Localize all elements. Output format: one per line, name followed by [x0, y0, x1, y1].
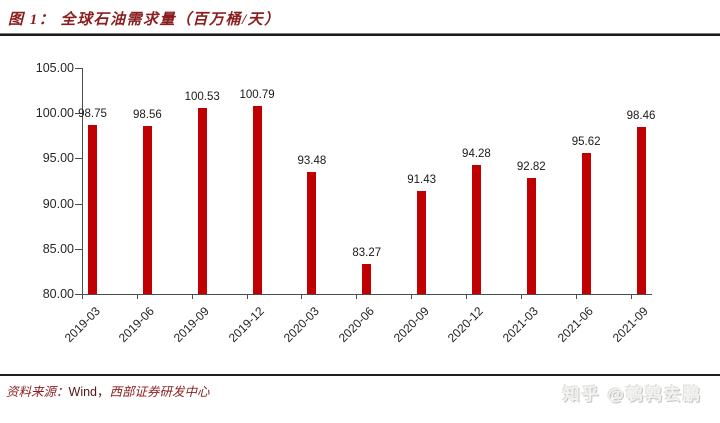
bar-value-label: 92.82 [516, 161, 546, 174]
y-axis-tick-label: 105.00 [35, 61, 74, 75]
y-axis-tick [75, 68, 82, 69]
x-axis-tick [575, 294, 577, 299]
y-axis-tick-label: 100.00 [35, 106, 74, 121]
x-axis-tick [411, 294, 413, 299]
x-axis-tick [136, 294, 138, 299]
bar [636, 127, 646, 294]
bar [197, 108, 207, 294]
y-axis-tick-label: 85.00 [42, 241, 74, 256]
bar-value-label: 91.43 [407, 173, 436, 186]
y-axis-tick [75, 294, 82, 295]
figure-title: 图 1： 全球石油需求量（百万桶/天） [8, 12, 281, 28]
bar-value-label: 98.46 [626, 110, 656, 123]
x-axis-tick [82, 294, 83, 299]
bar [142, 126, 152, 294]
source-label: 资料来源： [6, 385, 69, 399]
y-axis-tick [75, 113, 82, 115]
zhihu-watermark: 知乎 @鹌鹑去鹏 [562, 385, 702, 404]
bar [88, 124, 97, 294]
bar-value-label: 83.27 [352, 247, 382, 260]
x-axis-tick [246, 294, 248, 299]
x-axis-line [82, 294, 652, 295]
x-axis-tick [301, 294, 303, 299]
x-axis-tick [356, 294, 358, 299]
bar [526, 178, 536, 294]
bar-value-label: 98.56 [132, 109, 162, 122]
x-axis-tick [630, 294, 632, 299]
bar [362, 264, 372, 294]
bar [307, 172, 317, 294]
title-divider [0, 33, 720, 36]
bar-value-label: 98.75 [78, 107, 107, 120]
x-axis-tick [520, 294, 522, 299]
bar-value-label: 95.62 [571, 135, 601, 148]
source-text-latin: Wind， [68, 385, 110, 399]
bar [252, 106, 262, 294]
source-text-cn: 西部证券研发中心 [109, 385, 210, 399]
bar [471, 164, 481, 294]
bar-value-label: 100.79 [239, 89, 275, 102]
x-axis-tick [465, 294, 467, 299]
bar [581, 152, 591, 294]
y-axis-tick-label: 95.00 [42, 151, 74, 166]
x-axis-tick [191, 294, 193, 299]
y-axis-tick [75, 248, 82, 250]
y-axis-line [82, 68, 83, 294]
y-axis-tick-label: 90.00 [42, 196, 74, 211]
y-axis-tick [75, 158, 82, 160]
bar [417, 190, 427, 294]
y-axis-tick [75, 203, 82, 205]
bar-value-label: 94.28 [462, 147, 491, 160]
source-note: 资料来源：Wind，西部证券研发中心 [6, 381, 210, 400]
source-divider [0, 374, 720, 376]
bar-value-label: 100.53 [184, 91, 220, 104]
y-axis-tick-label: 80.00 [42, 287, 74, 301]
bar-value-label: 93.48 [297, 155, 327, 168]
